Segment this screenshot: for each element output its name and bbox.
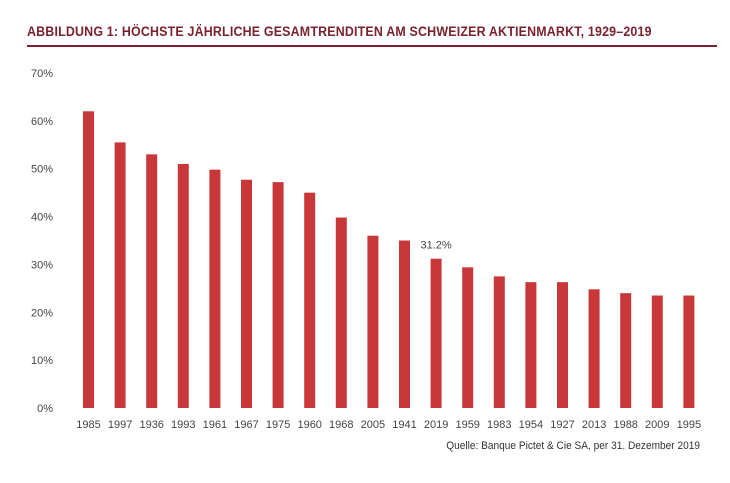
bar-1997 (114, 142, 126, 408)
bar-1959 (462, 267, 474, 408)
x-tick-label: 1936 (139, 419, 163, 431)
y-tick-label: 50% (31, 164, 53, 176)
data-label-2019: 31.2% (420, 240, 451, 252)
bar-2013 (588, 289, 600, 408)
bar-1975 (272, 182, 284, 408)
bar-1983 (493, 276, 505, 408)
x-tick-label: 2019 (424, 419, 448, 431)
bar-1968 (335, 217, 347, 408)
x-tick-label: 1954 (519, 419, 543, 431)
y-tick-label: 0% (37, 403, 53, 415)
x-tick-label: 1995 (677, 419, 701, 431)
x-tick-label: 1997 (108, 419, 132, 431)
x-tick-label: 1941 (392, 419, 416, 431)
bar-1941 (399, 240, 410, 408)
y-tick-label: 60% (31, 116, 53, 128)
x-tick-label: 1968 (329, 419, 353, 431)
bar-1954 (525, 282, 537, 408)
x-tick-label: 1960 (297, 419, 321, 431)
bar-1927 (557, 282, 568, 408)
x-tick-label: 2005 (361, 419, 385, 431)
y-tick-label: 10% (31, 355, 53, 367)
x-tick-label: 2009 (645, 419, 669, 431)
x-tick-label: 2013 (582, 419, 606, 431)
x-tick-label: 1927 (550, 419, 574, 431)
bar-1993 (177, 163, 189, 408)
bar-1985 (83, 111, 94, 409)
bar-2019 (430, 258, 442, 408)
x-tick-label: 1983 (487, 419, 511, 431)
bar-2009 (651, 295, 663, 408)
bar-1967 (241, 179, 252, 408)
source-note: Quelle: Banque Pictet & Cie SA, per 31. … (446, 440, 700, 452)
bar-1961 (209, 169, 221, 408)
y-tick-label: 70% (31, 68, 53, 80)
chart-title: ABBILDUNG 1: HÖCHSTE JÄHRLICHE GESAMTREN… (27, 24, 652, 39)
bar-1936 (146, 154, 158, 408)
y-tick-label: 40% (31, 212, 53, 224)
y-tick-label: 30% (31, 259, 53, 271)
y-tick-label: 20% (31, 307, 53, 319)
x-tick-label: 1967 (234, 419, 258, 431)
bar-1995 (683, 295, 695, 408)
x-tick-label: 1975 (266, 419, 290, 431)
x-tick-label: 1993 (171, 419, 195, 431)
bar-1960 (304, 192, 316, 408)
x-tick-label: 1961 (203, 419, 227, 431)
x-tick-label: 1988 (613, 419, 637, 431)
x-tick-label: 1985 (76, 419, 100, 431)
x-tick-label: 1959 (455, 419, 479, 431)
bar-2005 (367, 235, 379, 408)
bar-1988 (620, 293, 632, 408)
title-rule (27, 45, 717, 47)
